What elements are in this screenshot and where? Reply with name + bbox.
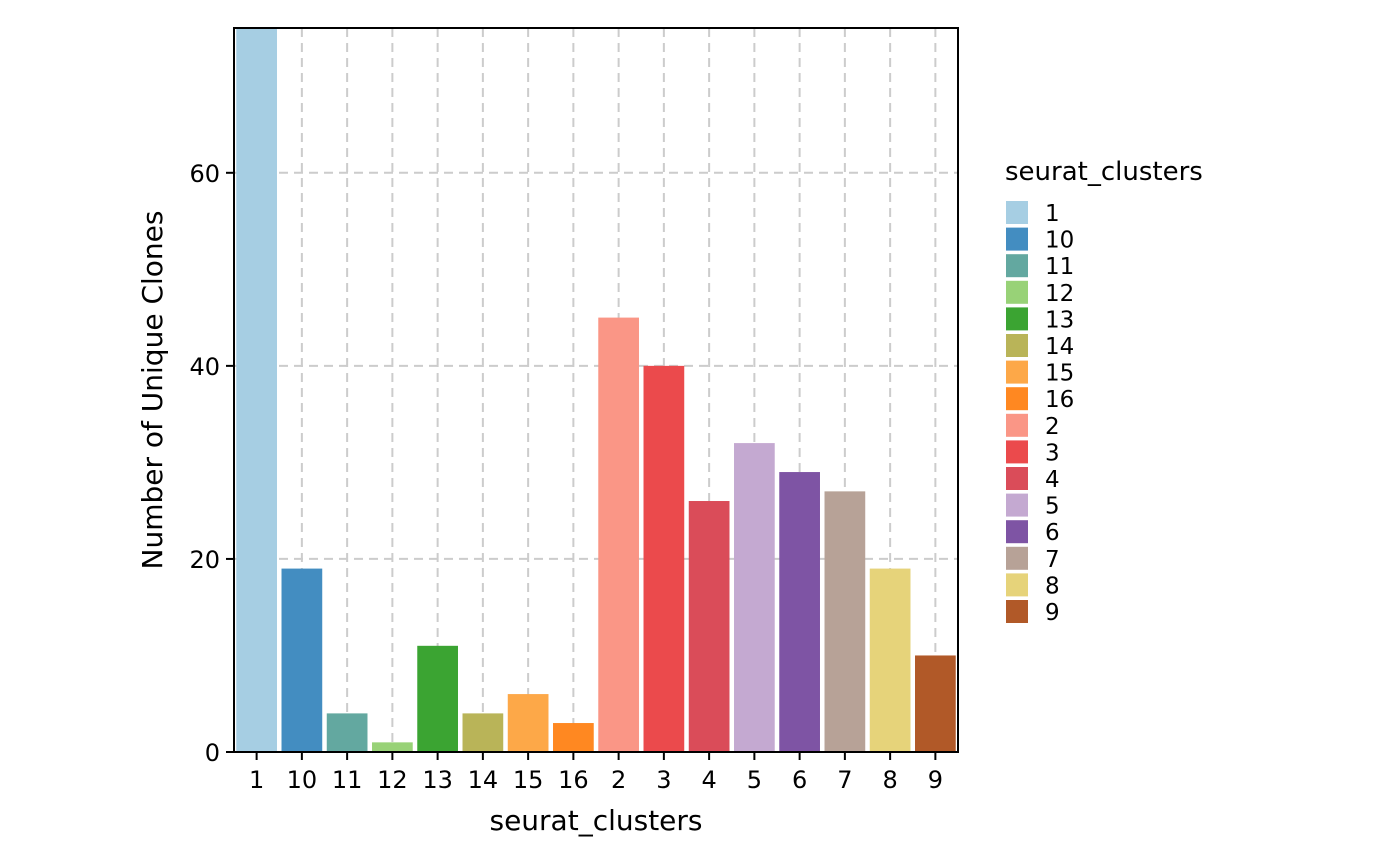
y-axis-title: Number of Unique Clones [136,211,169,570]
legend-swatch-14 [1006,334,1028,357]
bar-13 [417,645,458,752]
bar-2 [598,317,639,752]
x-tick-label: 7 [837,766,852,794]
legend-swatch-8 [1006,573,1028,597]
bar-16 [553,723,594,752]
bar-4 [688,501,730,752]
legend-swatch-1 [1006,201,1028,224]
bar-10 [281,568,323,752]
legend-swatch-6 [1006,520,1028,544]
bar-6 [779,472,820,752]
bar-7 [824,491,866,752]
x-tick-label: 6 [792,766,807,794]
legend-swatch-13 [1006,307,1028,331]
legend-swatch-12 [1006,280,1028,304]
legend-label: 8 [1045,573,1060,599]
legend-swatch-16 [1006,387,1028,411]
legend-label: 6 [1045,520,1060,546]
x-tick-label: 13 [422,766,453,794]
legend-label: 14 [1045,334,1074,360]
legend-label: 10 [1045,228,1074,254]
bar-8 [869,568,911,752]
x-axis-title: seurat_clusters [489,804,702,837]
y-tick-label: 0 [205,739,220,767]
x-tick-label: 2 [611,766,626,794]
bar-12 [372,742,413,752]
legend-label: 13 [1045,307,1074,333]
legend-label: 3 [1045,440,1060,466]
legend-swatch-10 [1006,227,1028,251]
legend-label: 16 [1045,387,1074,413]
bars [236,28,956,752]
x-tick-label: 4 [701,766,716,794]
legend-swatch-3 [1006,440,1028,464]
legend-swatch-4 [1006,467,1028,490]
bar-3 [643,365,685,752]
x-tick-label: 8 [882,766,897,794]
legend-label: 12 [1045,281,1074,307]
x-tick-label: 10 [287,766,318,794]
y-axis: 0 20 40 60 [189,160,234,767]
x-tick-label: 9 [928,766,943,794]
legend-label: 2 [1045,414,1060,440]
x-tick-label: 12 [377,766,408,794]
y-tick-label: 60 [189,160,220,188]
x-axis: 1 10 11 12 13 14 15 16 2 3 4 5 6 7 8 9 [249,752,943,794]
bar-14 [462,713,504,752]
x-tick-label: 15 [513,766,544,794]
legend-swatch-2 [1006,413,1028,437]
legend-swatch-9 [1006,600,1028,623]
legend-label: 15 [1045,361,1074,387]
legend-label: 4 [1045,467,1060,493]
x-tick-label: 1 [249,766,264,794]
x-tick-label: 11 [332,766,363,794]
legend-label: 1 [1045,201,1060,227]
x-tick-label: 14 [468,766,499,794]
legend-label: 11 [1045,254,1074,280]
y-tick-label: 20 [189,546,220,574]
plot-border [233,27,959,753]
x-tick-label: 3 [656,766,671,794]
y-tick-label: 40 [189,353,220,381]
bar-11 [326,713,368,752]
legend-label: 9 [1045,600,1060,626]
legend-swatch-11 [1006,254,1028,278]
bar-9 [915,655,956,752]
bar-1 [236,28,277,752]
legend-swatch-5 [1006,493,1028,517]
legend-swatch-7 [1006,546,1028,570]
legend-swatch-15 [1006,360,1028,384]
x-tick-label: 5 [747,766,762,794]
legend-label: 5 [1045,494,1060,520]
bar-5 [734,443,775,752]
bar-15 [507,694,549,752]
legend-label: 7 [1045,547,1060,573]
x-tick-label: 16 [558,766,589,794]
legend-title: seurat_clusters [1005,157,1203,187]
